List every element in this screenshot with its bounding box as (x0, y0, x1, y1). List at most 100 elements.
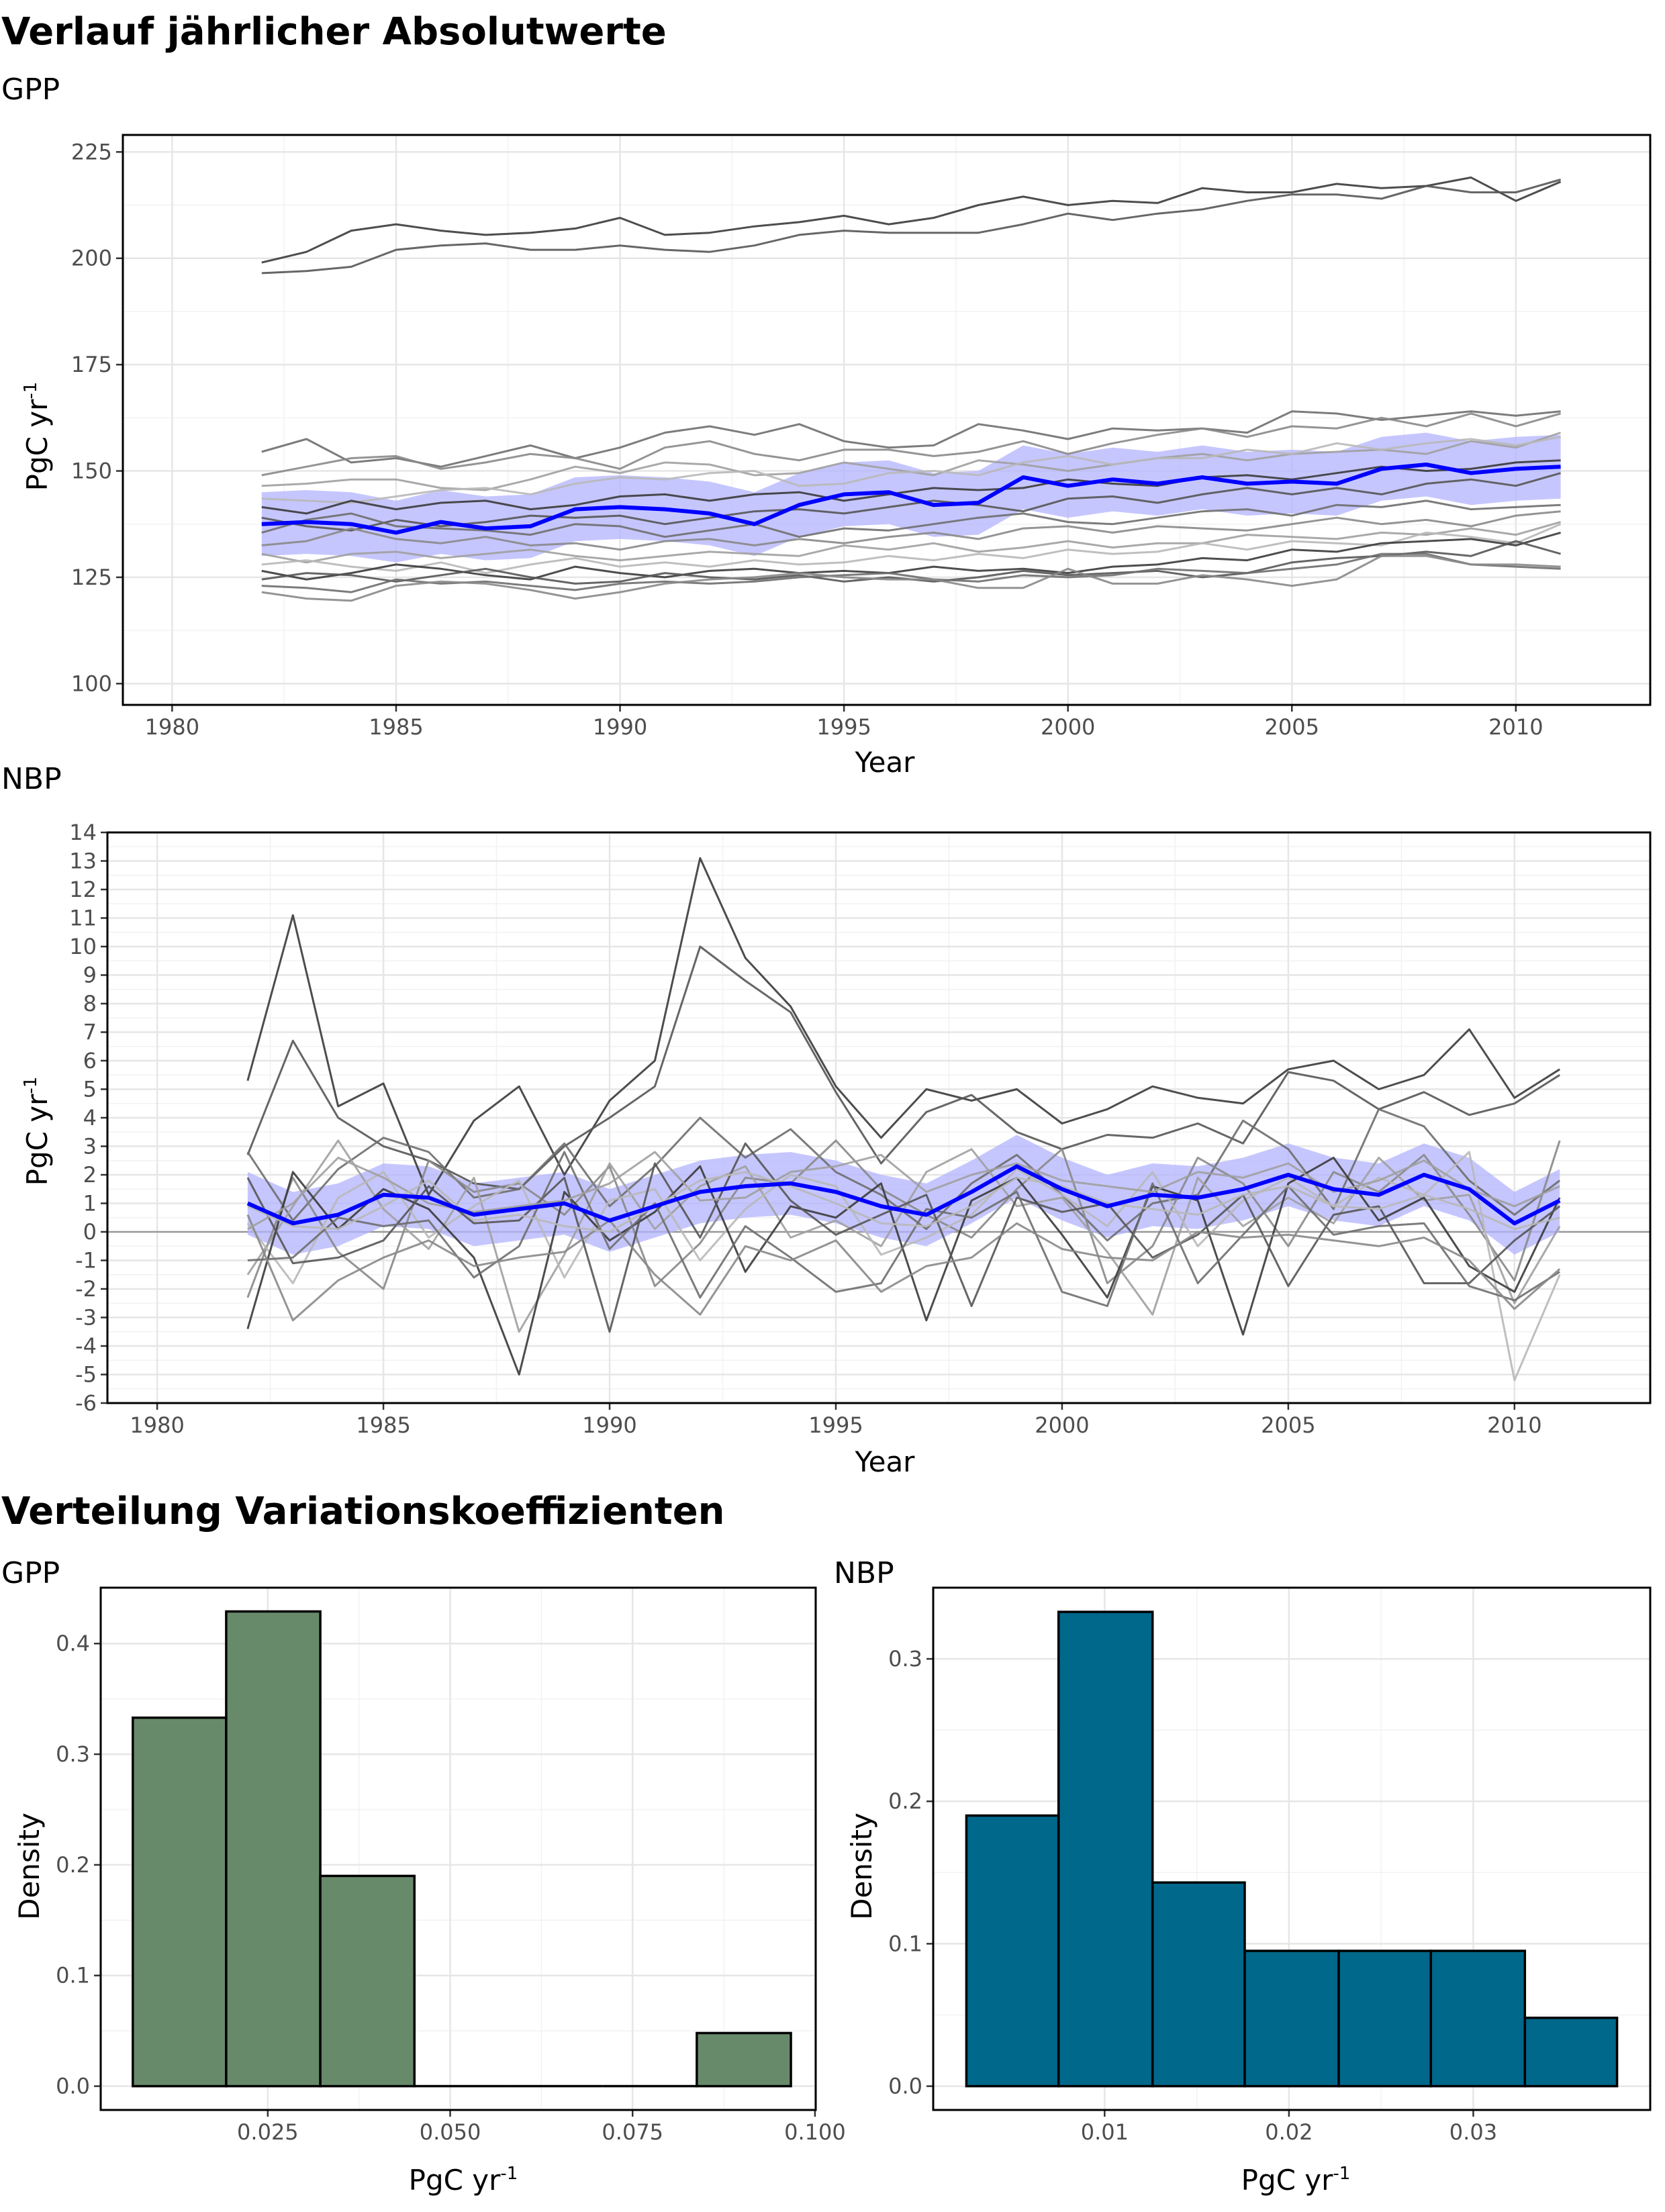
nbp-timeseries-tick-label-y: 10 (69, 934, 97, 959)
nbp-timeseries-panel-border (106, 831, 1652, 1404)
gpp-timeseries-model-line (261, 521, 1562, 564)
nbp-timeseries-title: NBP (1, 762, 62, 796)
nbp-timeseries-tick-label-y: 4 (83, 1105, 97, 1131)
section-title-bottom: Verteilung Variationskoeffizienten (1, 1490, 725, 1533)
nbp-timeseries-mean-line (246, 1164, 1561, 1226)
gpp-histogram-tick-label-x: 0.025 (237, 2119, 299, 2145)
gpp-timeseries-model-line (261, 531, 1562, 581)
nbp-timeseries-tick-label-y: 14 (69, 820, 97, 845)
gpp-histogram-bar (696, 2031, 792, 2088)
nbp-histogram-bar (1337, 1950, 1433, 2088)
gpp-histogram-tick-label-y: 0.1 (56, 1963, 90, 1988)
gpp-histogram-tick-label-x: 0.075 (602, 2119, 663, 2145)
gpp-timeseries-model-line (261, 472, 1562, 532)
nbp-timeseries-tick-label-y: -1 (75, 1248, 97, 1273)
nbp-timeseries-tick-label-y: -6 (75, 1390, 97, 1416)
nbp-timeseries-tick-label-y: 6 (83, 1048, 97, 1073)
gpp-timeseries-tick-label-y: 225 (71, 139, 112, 164)
gpp-timeseries-tick-label-x: 1995 (816, 714, 871, 740)
nbp-timeseries-tick-label-x: 2005 (1261, 1412, 1315, 1438)
gpp-timeseries-panel: 1980 1985 1990 1995 2000 2005 2010 100 125 150 175… (1, 73, 1652, 779)
gpp-histogram-tick-label-y: 0.0 (56, 2074, 90, 2099)
nbp-timeseries-ylabel-sup: -1 (21, 1077, 41, 1094)
nbp-histogram-plot-area: 0.01 0.02 0.03 0.0 0.1 0.2 0.3 (888, 1586, 1652, 2145)
nbp-histogram-tick-label-y: 0.1 (888, 1931, 922, 1956)
nbp-timeseries-ylabel: PgC yr-1 (21, 1077, 54, 1186)
nbp-timeseries-model-line (246, 1142, 1561, 1333)
nbp-histogram-tick-label-y: 0.3 (888, 1646, 922, 1672)
gpp-histogram-bar (319, 1874, 416, 2088)
nbp-histogram-panel-border (932, 1586, 1652, 2111)
gpp-histogram-bar (225, 1610, 322, 2088)
nbp-timeseries-tick-label-y: 5 (83, 1077, 97, 1102)
nbp-histogram-tick-label-x: 0.01 (1081, 2119, 1129, 2145)
gpp-timeseries-tick-label-x: 1990 (593, 714, 647, 740)
nbp-timeseries-model-line (247, 1151, 1561, 1307)
gpp-timeseries-model-line (261, 436, 1561, 504)
gpp-histogram-xlabel-text: PgC yr (409, 2164, 502, 2197)
nbp-histogram-bar (1151, 1881, 1246, 2088)
nbp-timeseries-tick-label-x: 1990 (582, 1412, 636, 1438)
nbp-timeseries-model-line (246, 945, 1561, 1190)
nbp-timeseries-tick-label-y: 11 (69, 906, 97, 931)
nbp-timeseries-tick-label-y: 2 (83, 1162, 97, 1188)
gpp-histogram-title: GPP (1, 1556, 60, 1590)
nbp-histogram-bar (965, 1814, 1060, 2088)
nbp-histogram-bar (1429, 1950, 1527, 2088)
gpp-timeseries-tick-label-x: 2000 (1041, 714, 1095, 740)
nbp-timeseries-tick-label-y: -3 (75, 1305, 97, 1331)
gpp-timeseries-title: GPP (1, 73, 60, 107)
nbp-timeseries-tick-label-y: 3 (83, 1134, 97, 1159)
nbp-timeseries-tick-label-x: 2010 (1487, 1412, 1541, 1438)
nbp-histogram-bar (1243, 1950, 1340, 2088)
nbp-histogram-title: NBP (834, 1556, 894, 1590)
nbp-timeseries-tick-label-y: 12 (69, 877, 97, 902)
nbp-timeseries-tick-label-x: 1995 (808, 1412, 863, 1438)
nbp-timeseries-model-line (246, 1139, 1561, 1298)
gpp-timeseries-tick-label-y: 150 (71, 459, 112, 484)
nbp-timeseries-plot-area: 1980 1985 1990 1995 2000 2005 2010-6-5-4-3-2-1… (69, 820, 1652, 1438)
gpp-timeseries-ylabel: PgC yr-1 (21, 382, 54, 491)
nbp-timeseries-model-line (246, 1157, 1561, 1376)
gpp-timeseries-model-line (261, 510, 1561, 551)
nbp-timeseries-xlabel: Year (855, 1445, 916, 1478)
section-title-top: Verlauf jährlicher Absolutwerte (1, 10, 667, 54)
nbp-histogram-xlabel: PgC yr-1 (1241, 2164, 1351, 2197)
gpp-timeseries-xlabel: Year (855, 746, 916, 779)
gpp-timeseries-model-line (261, 410, 1561, 468)
nbp-histogram-tick-label-y: 0.2 (888, 1788, 922, 1814)
gpp-timeseries-model-line (261, 412, 1562, 477)
nbp-timeseries-tick-label-y: 7 (83, 1020, 97, 1045)
nbp-timeseries-tick-label-x: 1980 (130, 1412, 184, 1438)
nbp-timeseries-model-line (246, 1214, 1561, 1322)
gpp-timeseries-tick-label-y: 125 (71, 565, 112, 590)
nbp-histogram-ylabel: Density (845, 1813, 878, 1920)
gpp-histogram-tick-label-y: 0.4 (56, 1631, 90, 1656)
gpp-timeseries-tick-label-x: 2010 (1488, 714, 1543, 740)
gpp-timeseries-model-line (261, 555, 1561, 602)
gpp-timeseries-tick-label-y: 200 (71, 246, 112, 271)
nbp-timeseries-tick-label-y: 13 (69, 849, 97, 874)
gpp-histogram-plot-area: 0.025 0.050 0.075 0.100 0.0 0.1 0.2 0.3 0.4 (56, 1586, 846, 2145)
nbp-timeseries-tick-label-y: 9 (83, 963, 97, 988)
nbp-histogram-xlabel-sup: -1 (1333, 2164, 1350, 2184)
nbp-histogram-xlabel-text: PgC yr (1241, 2164, 1334, 2197)
gpp-timeseries-model-line (261, 523, 1562, 575)
nbp-histogram-panel: 0.01 0.02 0.03 0.0 0.1 0.2 0.3 NBP PgC yr-1 De… (834, 1556, 1652, 2197)
gpp-histogram-tick-label-x: 0.050 (420, 2119, 481, 2145)
gpp-histogram-bar (132, 1716, 228, 2088)
nbp-histogram-bar (1057, 1610, 1154, 2088)
nbp-timeseries-tick-label-x: 2000 (1035, 1412, 1089, 1438)
nbp-histogram-bar (1523, 2016, 1619, 2088)
gpp-timeseries-plot-background (123, 135, 1650, 705)
gpp-histogram-tick-label-y: 0.2 (56, 1852, 90, 1878)
nbp-timeseries-ylabel-text: PgC yr (21, 1094, 54, 1186)
gpp-timeseries-tick-label-x: 1985 (369, 714, 423, 740)
nbp-histogram-tick-label-x: 0.03 (1449, 2119, 1497, 2145)
gpp-timeseries-model-line (261, 179, 1562, 275)
nbp-histogram-tick-label-x: 0.02 (1265, 2119, 1313, 2145)
gpp-timeseries-model-line (261, 459, 1561, 515)
gpp-histogram-panel-border (99, 1586, 817, 2111)
